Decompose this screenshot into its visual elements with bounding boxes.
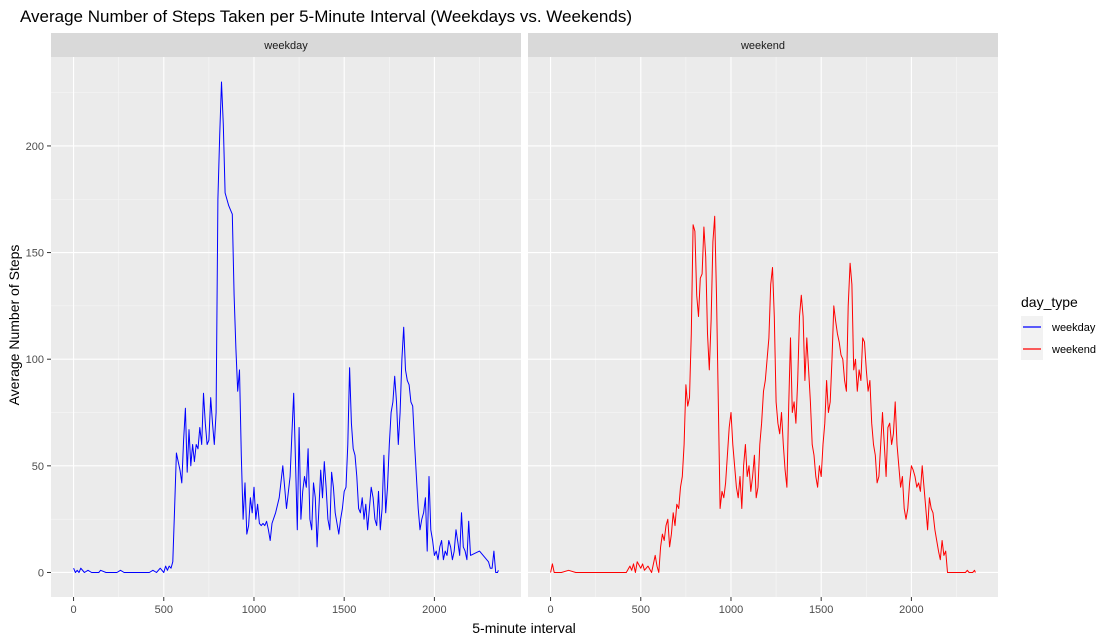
x-tick-label: 500 bbox=[155, 604, 173, 616]
y-tick-label: 0 bbox=[38, 567, 44, 579]
facet-strip-label-weekday: weekday bbox=[263, 40, 308, 52]
y-tick-label: 150 bbox=[26, 248, 44, 260]
x-tick-label: 1000 bbox=[242, 604, 266, 616]
panel-weekend: weekend bbox=[528, 33, 998, 597]
x-tick-label: 1500 bbox=[332, 604, 356, 616]
x-tick-label: 500 bbox=[632, 604, 650, 616]
y-tick-label: 50 bbox=[32, 461, 44, 473]
series-line-weekday bbox=[73, 81, 499, 573]
y-tick-label: 200 bbox=[26, 141, 44, 153]
x-tick-label: 1000 bbox=[719, 604, 743, 616]
x-tick-label: 2000 bbox=[422, 604, 446, 616]
x-tick-label: 1500 bbox=[809, 604, 833, 616]
panel-weekday: weekday bbox=[51, 33, 521, 597]
legend: day_type weekday weekend bbox=[1021, 294, 1096, 360]
y-axis-title: Average Number of Steps bbox=[6, 245, 22, 406]
y-tick-label: 100 bbox=[26, 354, 44, 366]
x-tick-label: 0 bbox=[547, 604, 553, 616]
x-axis: 0 500 1000 1500 2000 0 500 1000 1500 2000 bbox=[70, 597, 924, 616]
series-line-weekend bbox=[550, 215, 976, 573]
x-axis-title: 5-minute interval bbox=[472, 620, 576, 636]
legend-label-weekday: weekday bbox=[1051, 322, 1096, 334]
x-tick-label: 0 bbox=[70, 604, 76, 616]
panel-background-weekend bbox=[528, 57, 998, 597]
y-axis: 0 50 100 150 200 bbox=[26, 141, 51, 579]
x-tick-label: 2000 bbox=[899, 604, 923, 616]
panel-background-weekday bbox=[51, 57, 521, 597]
chart-title: Average Number of Steps Taken per 5-Minu… bbox=[20, 7, 632, 26]
facet-strip-weekend bbox=[528, 33, 998, 57]
legend-label-weekend: weekend bbox=[1051, 344, 1096, 356]
facet-strip-weekday bbox=[51, 33, 521, 57]
facet-strip-label-weekend: weekend bbox=[740, 40, 785, 52]
legend-title: day_type bbox=[1021, 294, 1078, 310]
facet-panels: weekday weekend bbox=[51, 33, 998, 597]
